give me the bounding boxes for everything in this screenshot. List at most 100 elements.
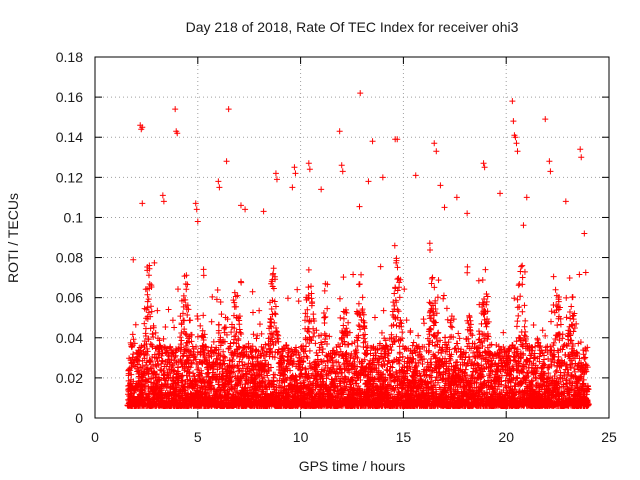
data-point — [156, 376, 163, 383]
data-point — [145, 272, 152, 279]
data-point — [186, 369, 193, 376]
data-point — [177, 313, 184, 320]
data-point — [155, 351, 162, 358]
data-point — [160, 335, 167, 342]
data-point — [145, 371, 152, 378]
data-point — [141, 366, 148, 373]
data-point — [148, 375, 155, 382]
data-point — [184, 376, 191, 383]
data-point — [167, 370, 174, 377]
data-point — [182, 296, 189, 303]
data-point — [144, 304, 151, 311]
data-point — [159, 358, 166, 365]
grid-lines — [95, 57, 609, 418]
data-point — [172, 352, 179, 359]
data-point — [144, 298, 151, 305]
data-point — [136, 358, 143, 365]
data-point — [139, 371, 146, 378]
data-point — [188, 360, 195, 367]
data-point — [154, 358, 161, 365]
data-point — [142, 382, 149, 389]
data-point — [145, 296, 152, 303]
data-point — [144, 351, 151, 358]
data-point — [190, 370, 197, 377]
data-point — [178, 330, 185, 337]
data-point — [188, 331, 195, 338]
data-point — [179, 377, 186, 384]
data-point — [181, 326, 188, 333]
data-point — [193, 343, 200, 350]
data-point — [162, 324, 169, 331]
data-point — [197, 322, 204, 329]
data-point — [151, 259, 158, 266]
data-point — [194, 333, 201, 340]
data-point — [184, 311, 191, 318]
data-point — [145, 336, 152, 343]
data-point — [154, 307, 161, 314]
data-point — [146, 262, 153, 269]
data-point — [169, 362, 176, 369]
data-point — [177, 334, 184, 341]
data-point — [192, 352, 199, 359]
data-point — [130, 256, 137, 263]
data-point — [174, 286, 181, 293]
data-point — [144, 291, 151, 298]
data-point — [144, 345, 151, 352]
data-point — [130, 378, 137, 385]
data-point — [171, 324, 178, 331]
data-point — [145, 309, 152, 316]
data-point — [194, 313, 201, 320]
data-point — [181, 317, 188, 324]
data-point — [163, 345, 170, 352]
data-point — [187, 317, 194, 324]
data-point — [132, 321, 139, 328]
data-point — [149, 330, 156, 337]
data-point — [184, 302, 191, 309]
data-point — [134, 354, 141, 361]
data-point — [147, 357, 154, 364]
data-point — [155, 376, 162, 383]
data-point — [147, 313, 154, 320]
data-point — [182, 387, 189, 394]
data-point — [177, 341, 184, 348]
data-point — [139, 391, 146, 398]
data-point — [194, 315, 201, 322]
data-point — [128, 371, 135, 378]
data-point — [150, 324, 157, 331]
data-point — [156, 337, 163, 344]
data-point — [148, 308, 155, 315]
data-point — [148, 303, 154, 310]
data-point — [153, 371, 160, 378]
data-point — [193, 379, 200, 386]
data-point — [141, 355, 148, 362]
data-point — [127, 367, 134, 374]
data-point — [144, 348, 151, 355]
data-point — [127, 379, 134, 386]
data-point — [178, 337, 185, 344]
data-point — [130, 336, 137, 343]
data-point — [195, 365, 202, 372]
data-point — [184, 281, 191, 288]
data-point — [168, 356, 175, 363]
data-point — [184, 357, 191, 364]
data-point — [169, 317, 176, 324]
data-point — [130, 351, 137, 358]
data-point — [152, 329, 159, 336]
data-point — [178, 321, 185, 328]
data-point — [183, 272, 190, 279]
data-point — [141, 320, 148, 327]
data-point — [180, 310, 187, 317]
data-point — [148, 283, 155, 290]
data-point — [175, 364, 182, 371]
data-point — [157, 342, 164, 349]
data-point — [142, 332, 149, 339]
data-point — [155, 361, 162, 368]
data-point — [158, 387, 165, 394]
data-point — [138, 343, 145, 350]
data-points — [124, 90, 592, 409]
data-point — [171, 367, 178, 374]
data-point — [130, 362, 137, 369]
data-point — [183, 286, 190, 293]
data-point — [182, 330, 189, 337]
